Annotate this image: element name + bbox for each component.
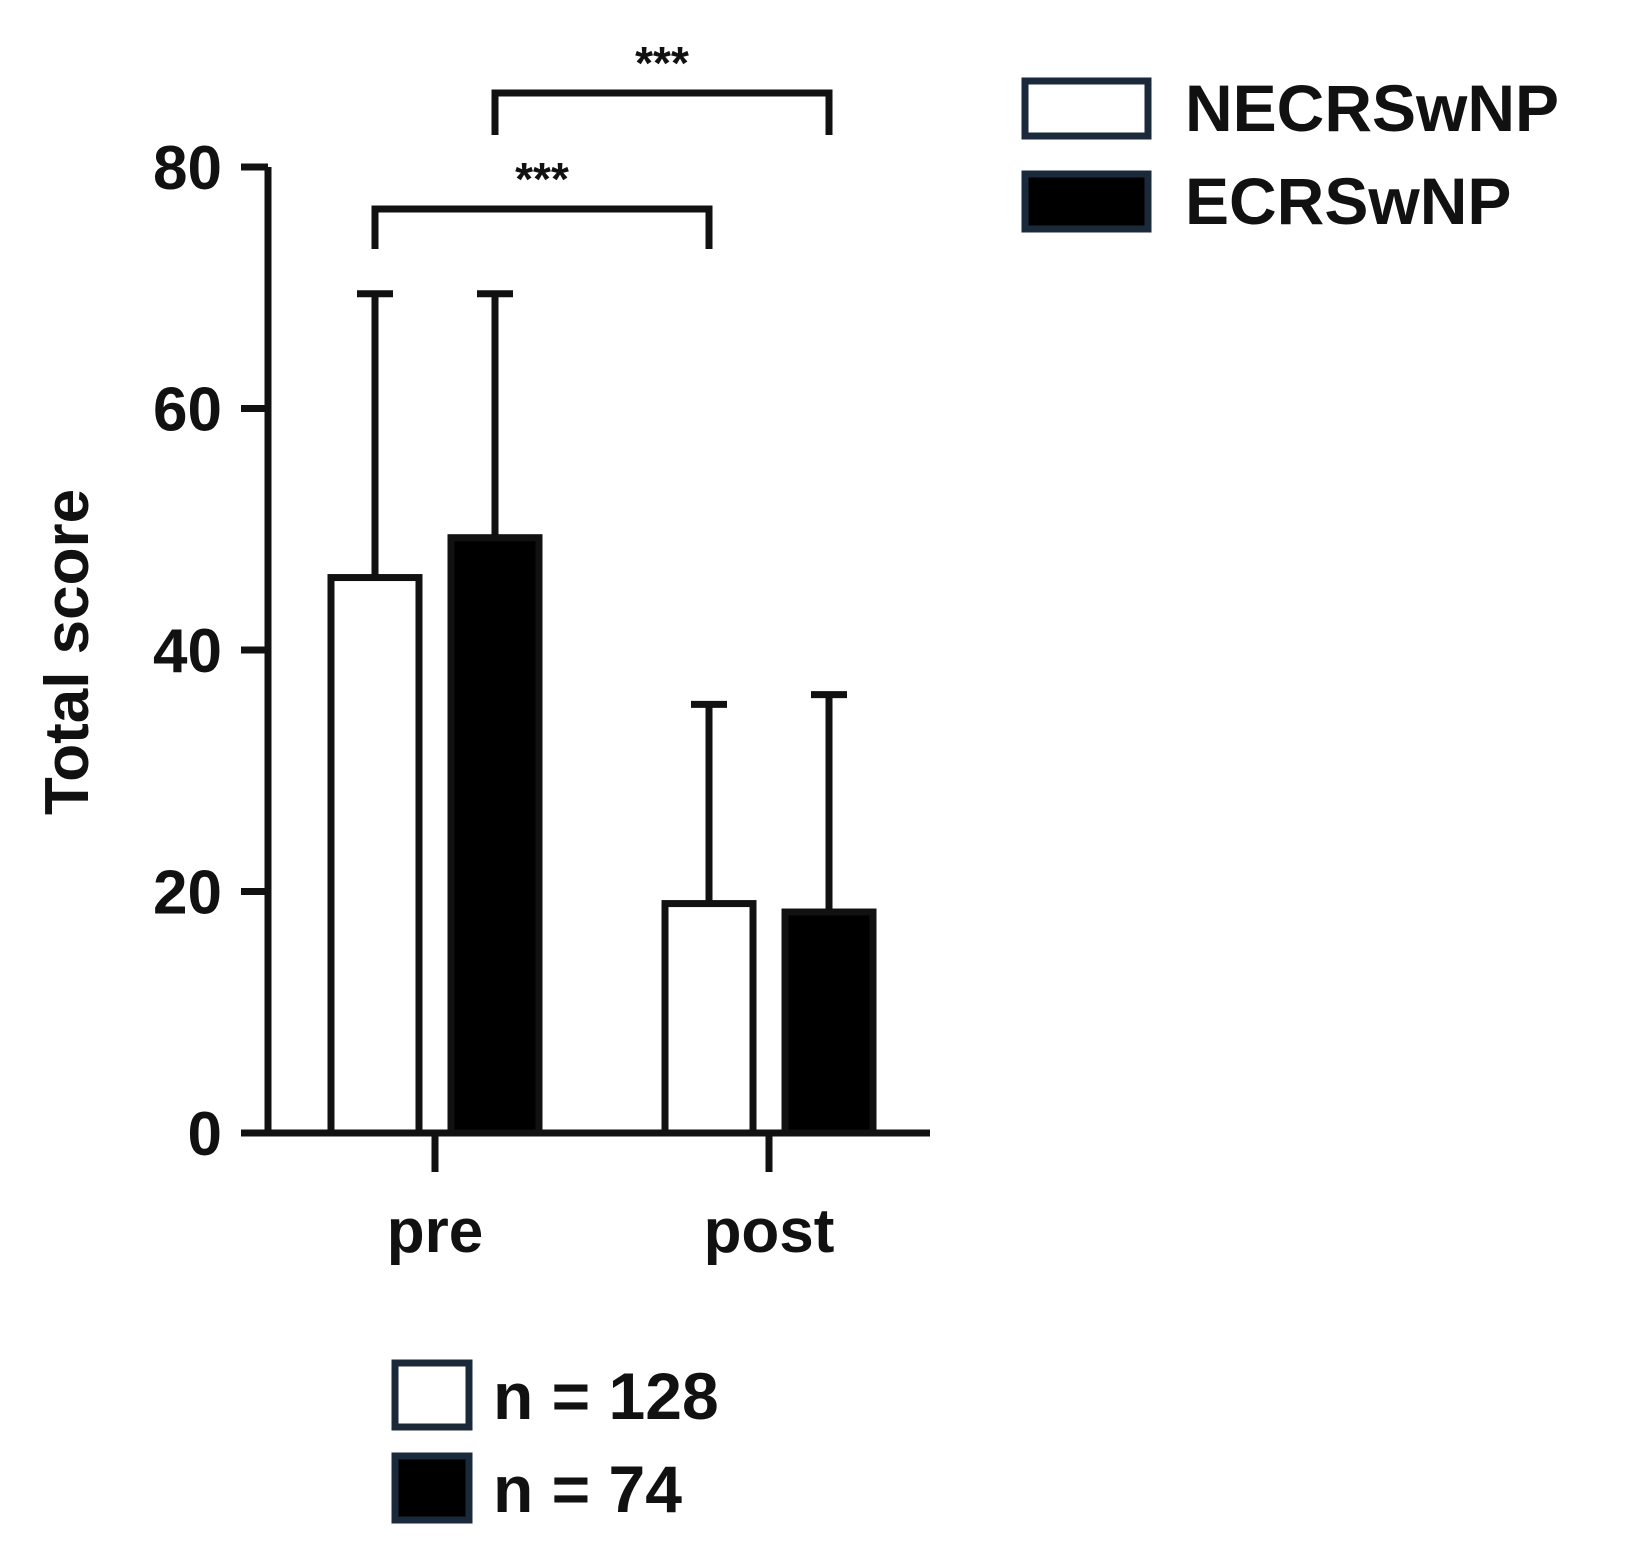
sample-size-label: n = 128	[493, 1359, 719, 1433]
sample-size-swatch	[391, 1452, 473, 1524]
y-axis-label: Total score	[33, 489, 102, 815]
significance-label: ***	[515, 153, 569, 205]
sample-size-legend: n = 128 n = 74	[391, 1359, 719, 1526]
y-tick-label: 20	[153, 859, 222, 928]
bar	[327, 574, 423, 1137]
significance-bracket	[491, 89, 833, 135]
x-tick-label: post	[704, 1197, 835, 1266]
significance-brackets: *** ***	[371, 37, 833, 249]
bar	[447, 534, 543, 1137]
axes: 0 20 40 60 80 pre post	[153, 134, 930, 1266]
bar	[661, 900, 757, 1137]
legend-label: ECRSwNP	[1185, 164, 1511, 238]
legend-label: NECRSwNP	[1185, 71, 1559, 145]
y-tick-label: 80	[153, 134, 222, 203]
y-tick-label: 60	[153, 376, 222, 445]
sample-size-swatch	[391, 1359, 473, 1431]
legend: NECRSwNP ECRSwNP	[1021, 71, 1559, 238]
y-tick-label: 40	[153, 617, 222, 686]
significance-label: ***	[635, 37, 689, 89]
bars	[327, 290, 877, 1137]
significance-bracket	[371, 205, 713, 249]
y-tick-label: 0	[188, 1100, 222, 1169]
legend-swatch	[1021, 170, 1152, 233]
legend-swatch	[1021, 77, 1152, 140]
bar	[781, 908, 877, 1137]
sample-size-label: n = 74	[493, 1452, 682, 1526]
x-tick-label: pre	[387, 1197, 483, 1266]
